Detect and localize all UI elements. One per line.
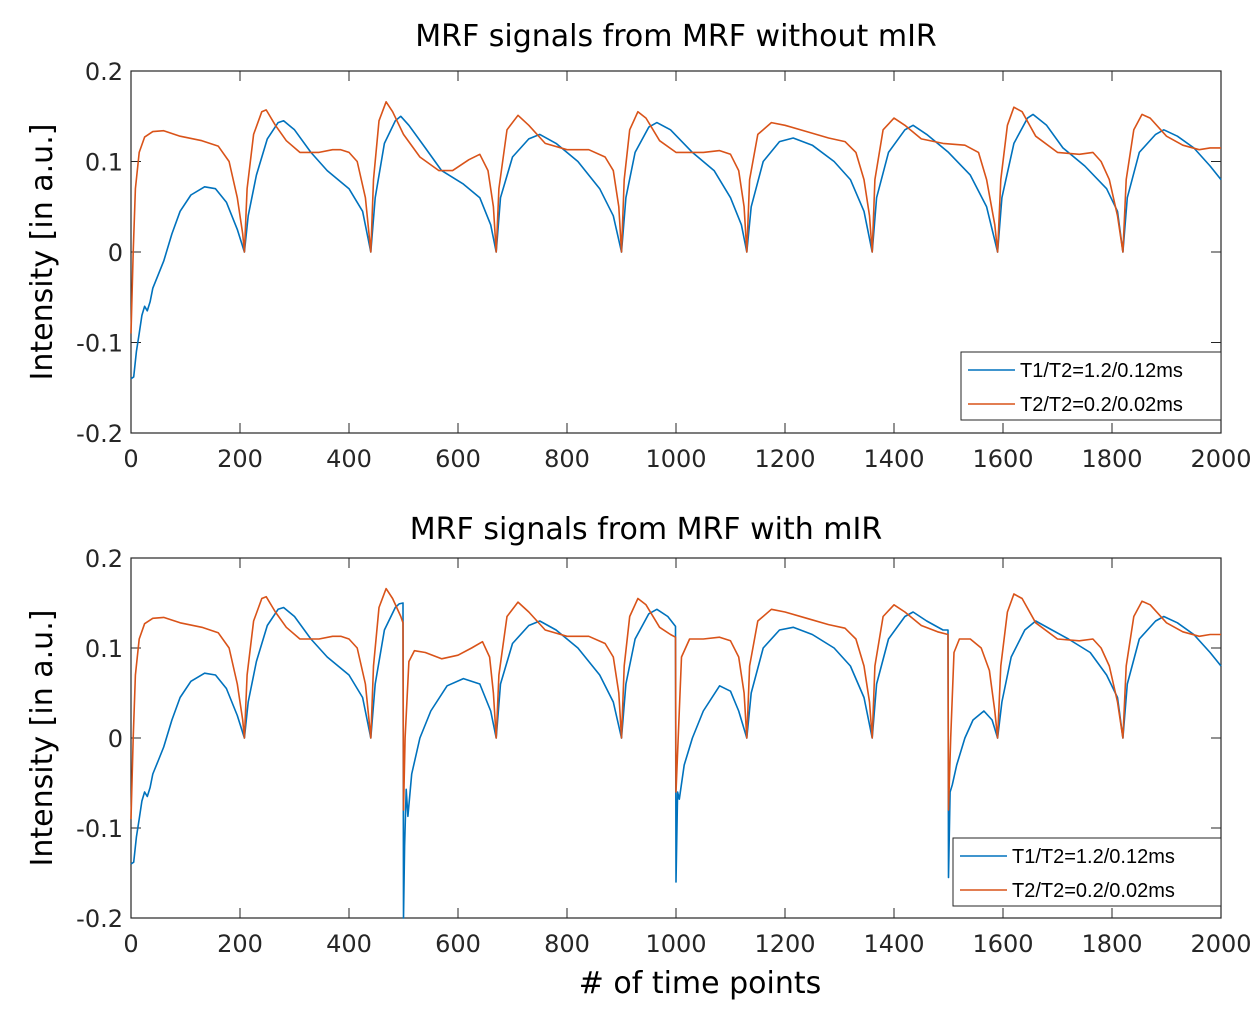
x-tick-label: 600 [435, 445, 481, 473]
x-tick-label: 1600 [972, 445, 1033, 473]
y-tick-label: 0.2 [85, 58, 123, 86]
x-tick-label: 800 [544, 930, 590, 958]
y-axis-label: Intensity [in a.u.] [25, 610, 60, 867]
series-line-1 [130, 113, 1222, 380]
x-tick-label: 1400 [863, 930, 924, 958]
y-tick-label: 0.2 [85, 545, 123, 573]
chart-panel-2: MRF signals from MRF with mIR Intensity … [25, 512, 1252, 1001]
y-tick-label: 0 [108, 725, 123, 753]
x-tick-label: 1000 [645, 930, 706, 958]
x-tick-label: 1800 [1081, 930, 1142, 958]
legend-box [960, 351, 1222, 421]
x-tick-label: 400 [326, 930, 372, 958]
x-tick-label: 0 [123, 930, 138, 958]
series-line-1 [130, 602, 1222, 919]
y-axis-label: Intensity [in a.u.] [25, 124, 60, 381]
chart-title: MRF signals from MRF without mIR [415, 19, 937, 54]
axis-ticks: 0 200 400 600 800 1000 1200 1400 1600 1800 2000 0.2… [76, 58, 1251, 473]
legend-label-series-1: T1/T2=1.2/0.12ms [1020, 360, 1183, 382]
series-group [130, 587, 1222, 919]
x-tick-label: 2000 [1190, 930, 1251, 958]
legend: T1/T2=1.2/0.12ms T2/T2=0.2/0.02ms [960, 351, 1222, 421]
x-tick-label: 400 [326, 445, 372, 473]
y-tick-label: -0.1 [76, 330, 123, 358]
x-tick-label: 1000 [645, 445, 706, 473]
x-tick-label: 1200 [754, 445, 815, 473]
x-tick-label: 600 [435, 930, 481, 958]
y-tick-label: -0.2 [76, 420, 123, 448]
y-tick-label: 0 [108, 239, 123, 267]
series-group [130, 101, 1222, 380]
legend: T1/T2=1.2/0.12ms T2/T2=0.2/0.02ms [952, 837, 1222, 907]
x-tick-label: 800 [544, 445, 590, 473]
x-tick-label: 1200 [754, 930, 815, 958]
x-tick-label: 1600 [972, 930, 1033, 958]
x-tick-label: 1800 [1081, 445, 1142, 473]
chart-panel-1: MRF signals from MRF without mIR Intensi… [25, 19, 1252, 473]
x-tick-label: 1400 [863, 445, 924, 473]
legend-label-series-2: T2/T2=0.2/0.02ms [1012, 880, 1175, 902]
y-tick-label: -0.2 [76, 905, 123, 933]
y-tick-label: -0.1 [76, 815, 123, 843]
series-line-2 [130, 587, 1221, 820]
x-tick-label: 0 [123, 445, 138, 473]
legend-label-series-2: T2/T2=0.2/0.02ms [1020, 394, 1183, 416]
x-axis-label: # of time points [579, 966, 822, 1001]
y-tick-label: 0.1 [85, 635, 123, 663]
y-tick-label: 0.1 [85, 149, 123, 177]
legend-box [952, 837, 1222, 907]
series-line-2 [130, 101, 1221, 334]
x-tick-label: 200 [217, 930, 263, 958]
axis-ticks: 0 200 400 600 800 1000 1200 1400 1600 1800 2000 0.2… [76, 545, 1251, 958]
chart-title: MRF signals from MRF with mIR [410, 512, 882, 547]
x-tick-label: 2000 [1190, 445, 1251, 473]
x-tick-label: 200 [217, 445, 263, 473]
legend-label-series-1: T1/T2=1.2/0.12ms [1012, 846, 1175, 868]
